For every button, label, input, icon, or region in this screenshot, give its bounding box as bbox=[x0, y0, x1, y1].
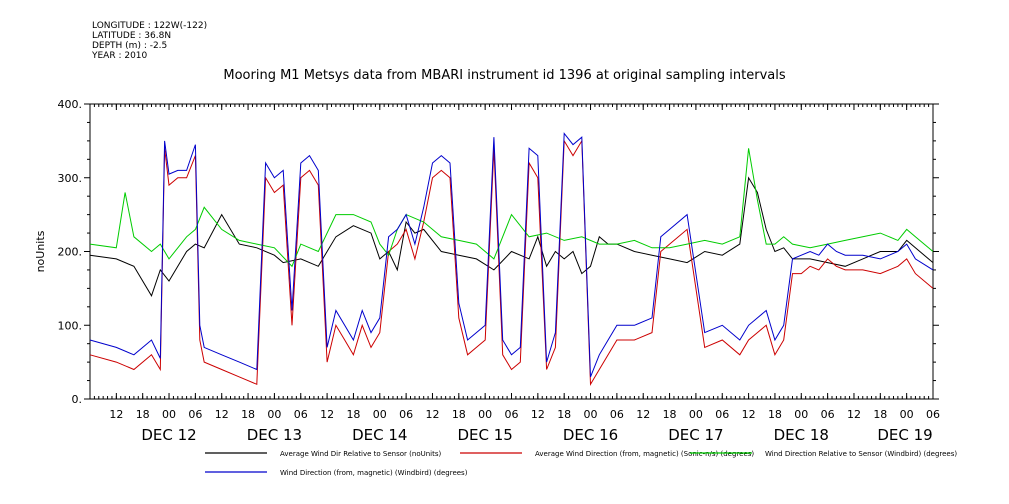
x-tick-label: 12 bbox=[636, 408, 650, 421]
x-tick-label: 06 bbox=[610, 408, 624, 421]
day-label: DEC 14 bbox=[352, 426, 407, 444]
y-tick-label: 300. bbox=[58, 172, 83, 185]
x-tick-label: 18 bbox=[136, 408, 150, 421]
series-line-4 bbox=[89, 132, 934, 378]
day-label: DEC 13 bbox=[247, 426, 302, 444]
day-label: DEC 17 bbox=[668, 426, 723, 444]
x-tick-label: 18 bbox=[346, 408, 360, 421]
day-label: DEC 19 bbox=[877, 426, 932, 444]
x-tick-label: 00 bbox=[478, 408, 492, 421]
x-tick-label: 00 bbox=[373, 408, 387, 421]
x-tick-label: 06 bbox=[188, 408, 202, 421]
series-line-3 bbox=[89, 148, 934, 268]
x-tick-label: 00 bbox=[162, 408, 176, 421]
metadata-block: LONGITUDE : 122W(-122) LATITUDE : 36.8N … bbox=[92, 21, 207, 61]
x-tick-label: 00 bbox=[584, 408, 598, 421]
x-tick-label: 06 bbox=[294, 408, 308, 421]
x-tick-label: 00 bbox=[689, 408, 703, 421]
y-tick-label: 400. bbox=[58, 98, 83, 111]
series-line-2 bbox=[89, 139, 934, 387]
series-line-1 bbox=[89, 176, 934, 297]
x-tick-label: 06 bbox=[715, 408, 729, 421]
x-tick-label: 06 bbox=[821, 408, 835, 421]
x-tick-label: 12 bbox=[847, 408, 861, 421]
chart-title: Mooring M1 Metsys data from MBARI instru… bbox=[223, 68, 786, 83]
x-tick-label: 06 bbox=[399, 408, 413, 421]
x-tick-label: 18 bbox=[241, 408, 255, 421]
x-tick-label: 00 bbox=[267, 408, 281, 421]
x-tick-label: 00 bbox=[900, 408, 914, 421]
day-label: DEC 15 bbox=[457, 426, 512, 444]
day-label: DEC 12 bbox=[141, 426, 196, 444]
x-tick-label: 12 bbox=[215, 408, 229, 421]
x-tick-label: 18 bbox=[452, 408, 466, 421]
day-label: DEC 16 bbox=[563, 426, 618, 444]
x-tick-label: 06 bbox=[926, 408, 940, 421]
longitude-label: LONGITUDE : 122W(-122) bbox=[92, 21, 208, 31]
y-tick-label: 0. bbox=[72, 393, 83, 406]
x-tick-label: 12 bbox=[531, 408, 545, 421]
x-tick-label: 18 bbox=[557, 408, 571, 421]
legend-label-2: Average Wind Direction (from, magnetic) … bbox=[535, 450, 754, 458]
legend-label-4: Wind Direction (from, magnetic) (Windbir… bbox=[280, 469, 468, 477]
x-tick-label: 18 bbox=[873, 408, 887, 421]
day-label: DEC 18 bbox=[774, 426, 829, 444]
x-tick-label: 12 bbox=[742, 408, 756, 421]
x-tick-label: 18 bbox=[768, 408, 782, 421]
y-tick-label: 200. bbox=[58, 246, 83, 259]
x-tick-label: 00 bbox=[794, 408, 808, 421]
legend-label-1: Average Wind Dir Relative to Sensor (noU… bbox=[280, 450, 441, 458]
x-tick-label: 12 bbox=[109, 408, 123, 421]
x-tick-label: 06 bbox=[505, 408, 519, 421]
x-tick-label: 12 bbox=[425, 408, 439, 421]
latitude-label: LATITUDE : 36.8N bbox=[92, 31, 172, 41]
y-tick-label: 100. bbox=[58, 319, 83, 332]
legend-label-3: Wind Direction Relative to Sensor (Windb… bbox=[765, 450, 957, 458]
year-label: YEAR : 2010 bbox=[92, 51, 148, 61]
x-tick-label: 18 bbox=[663, 408, 677, 421]
x-tick-label: 12 bbox=[320, 408, 334, 421]
y-axis-label: noUnits bbox=[34, 230, 47, 272]
depth-label: DEPTH (m) : -2.5 bbox=[92, 41, 168, 51]
